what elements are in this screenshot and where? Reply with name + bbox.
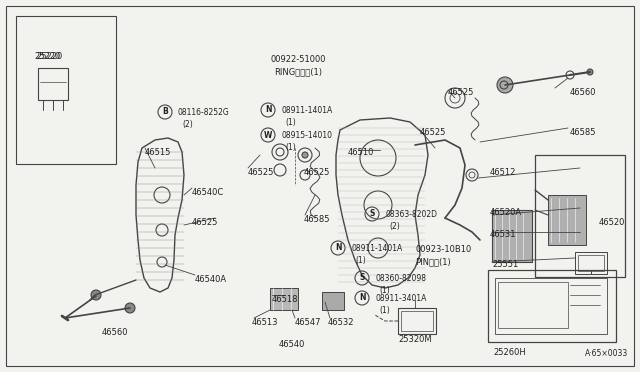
Text: 08116-8252G: 08116-8252G bbox=[178, 108, 230, 117]
Bar bbox=[575, 252, 607, 274]
Text: 46525: 46525 bbox=[304, 168, 330, 177]
Text: 00922-51000: 00922-51000 bbox=[270, 55, 326, 64]
Text: (1): (1) bbox=[355, 256, 365, 265]
Text: 46531: 46531 bbox=[490, 230, 516, 239]
Text: 46520A: 46520A bbox=[490, 208, 522, 217]
Text: 46540A: 46540A bbox=[195, 275, 227, 284]
Text: 46525: 46525 bbox=[420, 128, 446, 137]
Text: 25220: 25220 bbox=[35, 52, 61, 61]
Text: 46547: 46547 bbox=[295, 318, 321, 327]
Bar bbox=[398, 308, 436, 334]
Text: (2): (2) bbox=[182, 120, 193, 129]
Text: N: N bbox=[359, 294, 365, 302]
Bar bbox=[488, 270, 616, 342]
Text: 46585: 46585 bbox=[570, 128, 596, 137]
Bar bbox=[270, 288, 298, 310]
Text: 08911-1401A: 08911-1401A bbox=[281, 106, 332, 115]
Text: 08915-14010: 08915-14010 bbox=[281, 131, 332, 140]
Text: 46518: 46518 bbox=[272, 295, 298, 304]
Circle shape bbox=[497, 77, 513, 93]
Text: 08360-82098: 08360-82098 bbox=[375, 274, 426, 283]
Text: 46532: 46532 bbox=[328, 318, 355, 327]
Text: 46520: 46520 bbox=[598, 218, 625, 227]
Circle shape bbox=[125, 303, 135, 313]
Text: PINビン(1): PINビン(1) bbox=[415, 257, 451, 266]
Text: B: B bbox=[162, 108, 168, 116]
Bar bbox=[548, 195, 586, 245]
Text: S: S bbox=[369, 209, 374, 218]
Text: 08911-3401A: 08911-3401A bbox=[375, 294, 426, 303]
Bar bbox=[322, 292, 344, 310]
Text: 46525: 46525 bbox=[448, 88, 474, 97]
Text: 46512: 46512 bbox=[490, 168, 516, 177]
Text: (1): (1) bbox=[379, 306, 390, 315]
Bar bbox=[492, 210, 532, 262]
Bar bbox=[38, 68, 68, 100]
Text: 46560: 46560 bbox=[102, 328, 128, 337]
Text: 08363-8202D: 08363-8202D bbox=[385, 210, 437, 219]
Text: 46560: 46560 bbox=[570, 88, 596, 97]
Text: 46540: 46540 bbox=[279, 340, 305, 349]
Bar bbox=[578, 255, 604, 271]
Text: 46525: 46525 bbox=[192, 218, 218, 227]
Text: 25220: 25220 bbox=[37, 52, 63, 61]
Text: 46513: 46513 bbox=[252, 318, 278, 327]
Text: 46525: 46525 bbox=[248, 168, 275, 177]
Circle shape bbox=[91, 290, 101, 300]
Bar bbox=[16, 16, 116, 164]
Circle shape bbox=[587, 69, 593, 75]
Text: (1): (1) bbox=[285, 118, 296, 127]
Bar bbox=[535, 155, 625, 277]
Text: 46540C: 46540C bbox=[192, 188, 224, 197]
Text: 25260H: 25260H bbox=[493, 348, 526, 357]
Text: A·65×0033: A·65×0033 bbox=[585, 349, 628, 358]
Text: 46515: 46515 bbox=[145, 148, 172, 157]
Text: W: W bbox=[264, 131, 272, 140]
Text: (2): (2) bbox=[389, 222, 400, 231]
Bar bbox=[495, 278, 607, 334]
Text: 00923-10B10: 00923-10B10 bbox=[415, 245, 471, 254]
Text: 25320M: 25320M bbox=[398, 335, 432, 344]
Text: 25551: 25551 bbox=[492, 260, 518, 269]
Text: 08911-1401A: 08911-1401A bbox=[351, 244, 403, 253]
Text: 46510: 46510 bbox=[348, 148, 374, 157]
Text: 46585: 46585 bbox=[304, 215, 330, 224]
Bar bbox=[498, 282, 568, 328]
Text: (1): (1) bbox=[285, 143, 296, 152]
Bar bbox=[401, 311, 433, 331]
Circle shape bbox=[302, 152, 308, 158]
Text: RINGリング(1): RINGリング(1) bbox=[274, 67, 322, 76]
Text: S: S bbox=[359, 273, 365, 282]
Text: N: N bbox=[265, 106, 271, 115]
Text: N: N bbox=[335, 244, 341, 253]
Text: (1): (1) bbox=[379, 286, 390, 295]
